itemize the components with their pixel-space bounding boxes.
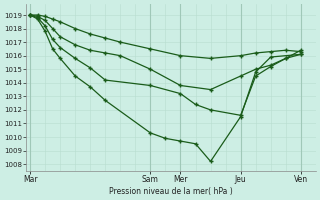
X-axis label: Pression niveau de la mer( hPa ): Pression niveau de la mer( hPa ) xyxy=(109,187,233,196)
